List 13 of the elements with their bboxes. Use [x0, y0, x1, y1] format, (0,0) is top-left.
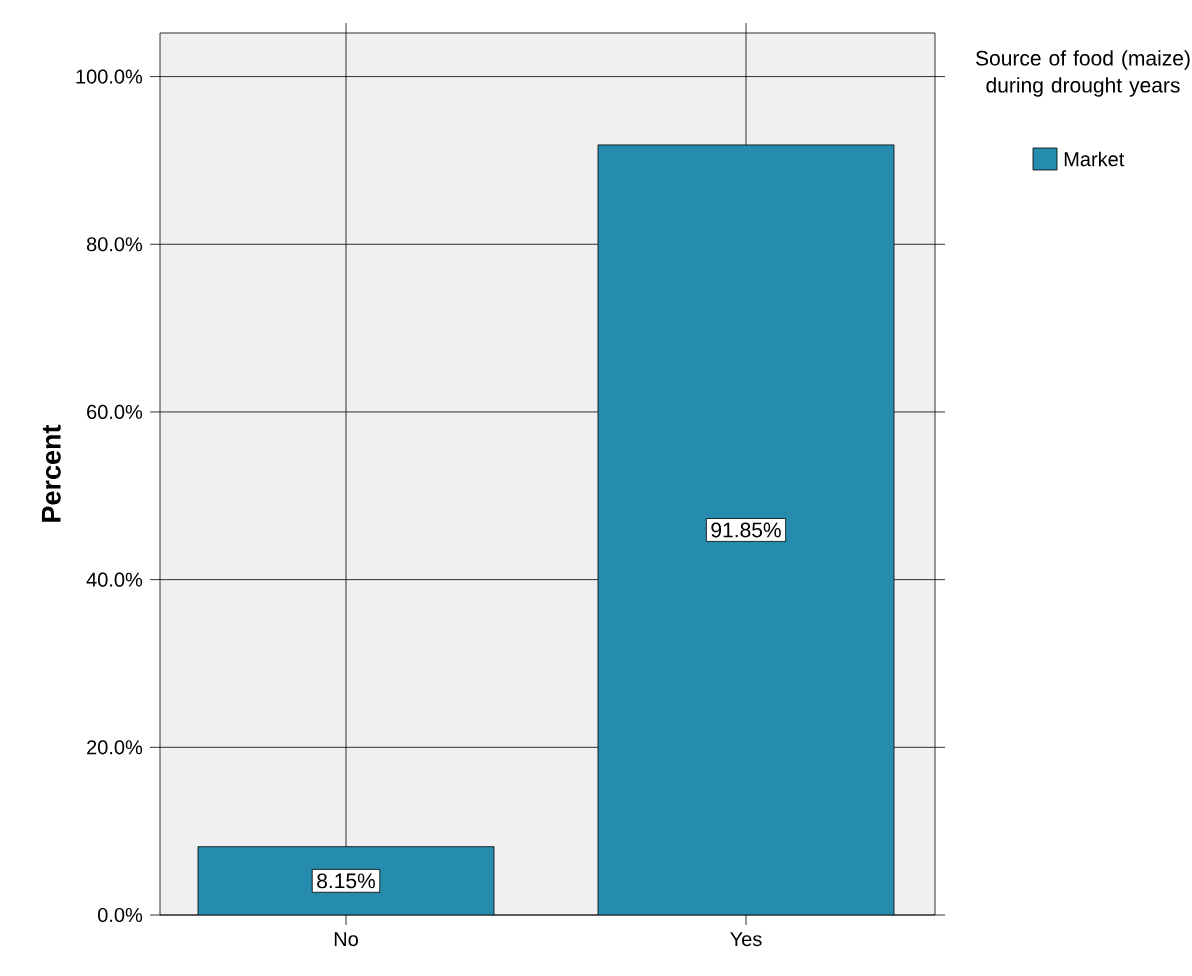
y-axis-title: Percent [41, 424, 61, 522]
data-label: 8.15% [317, 873, 376, 889]
data-label: 91.85% [711, 522, 781, 538]
y-tick-label: 60.0% [87, 404, 143, 420]
y-tick-label: 40.0% [86, 572, 143, 587]
x-tick-label: No [334, 932, 358, 947]
legend-label: Market [1064, 151, 1125, 167]
y-tick-label: 20.0% [87, 740, 143, 755]
x-tick-label: Yes [730, 932, 762, 947]
y-tick-label: 100.0% [76, 69, 143, 84]
y-tick-label: 0.0% [98, 907, 143, 923]
y-tick-label: 80.0% [86, 237, 143, 252]
legend-title: Source of food (maize) during drought years [976, 50, 1190, 97]
